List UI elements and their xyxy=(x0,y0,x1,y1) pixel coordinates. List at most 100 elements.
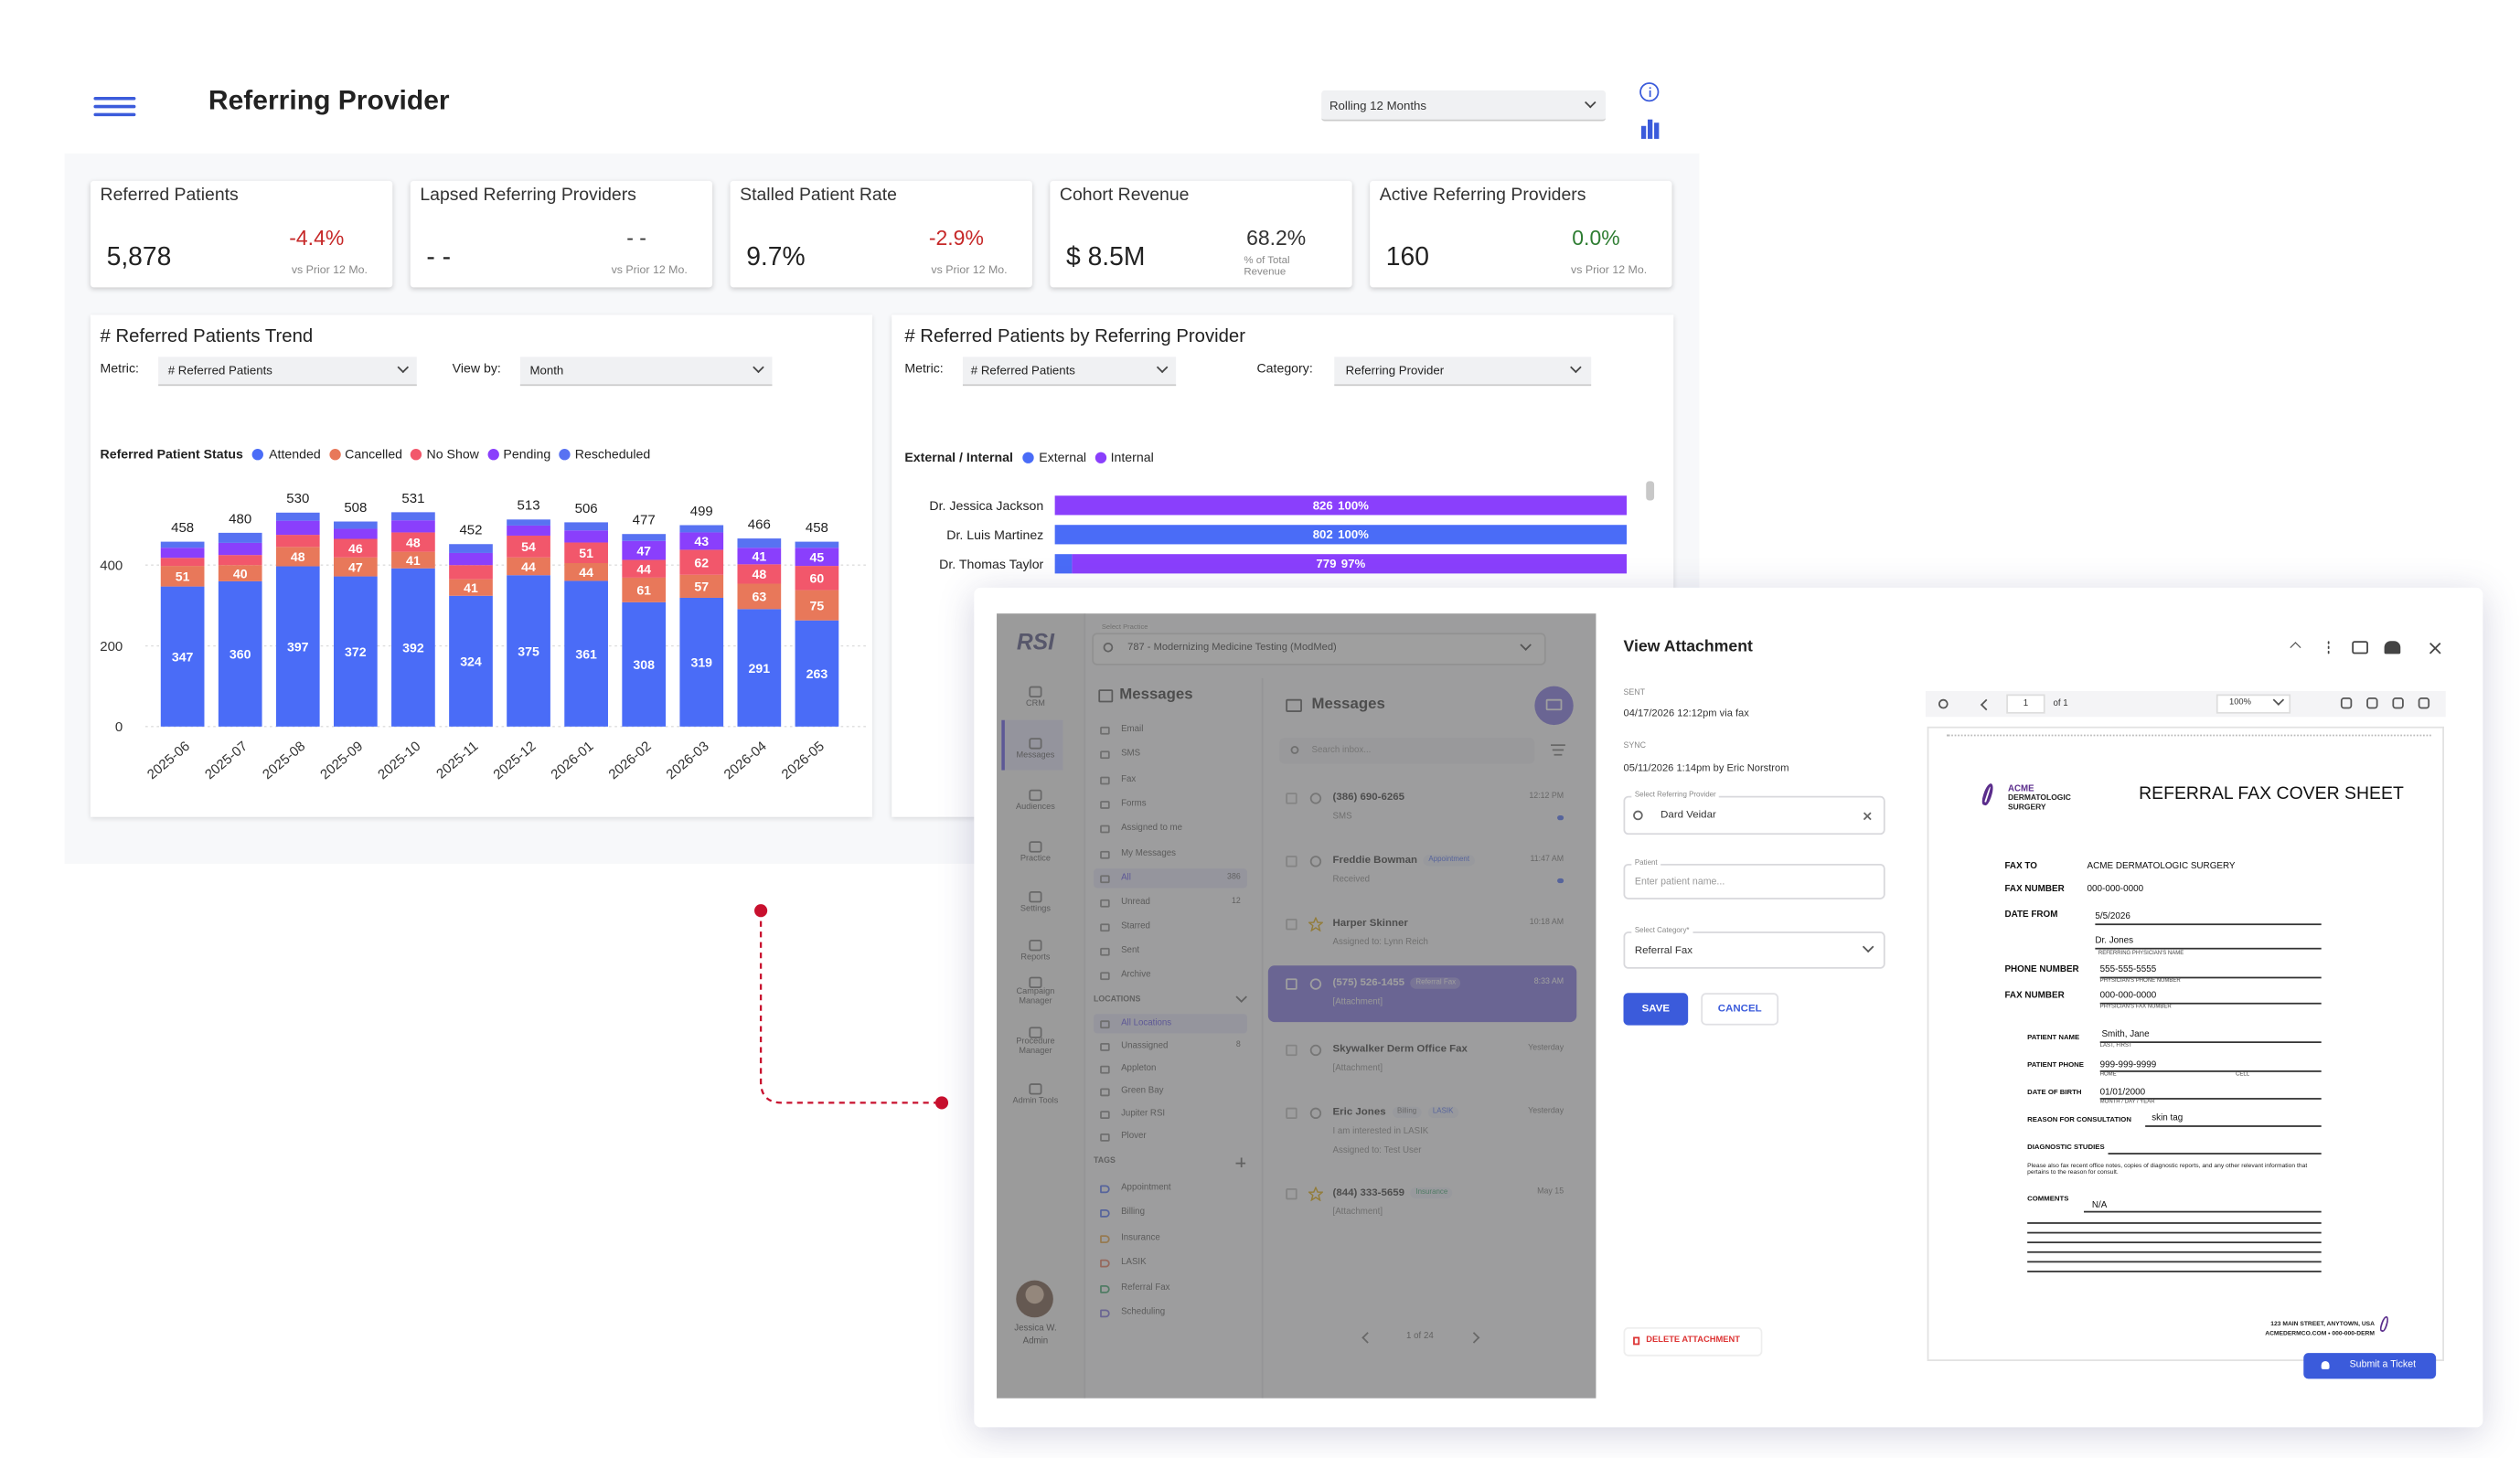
underline xyxy=(2027,1222,2322,1224)
kpi-card xyxy=(730,180,1032,288)
field-value: 04/17/2026 12:12pm via fax xyxy=(1623,708,1749,719)
underline xyxy=(2099,1041,2322,1043)
underline xyxy=(2027,1241,2322,1243)
underline xyxy=(2027,1271,2322,1272)
legend-swatch xyxy=(486,448,499,460)
metric-dropdown[interactable] xyxy=(158,357,417,387)
fax-web: ACMEDERMCO.COM • 000-000-DERM xyxy=(2265,1330,2376,1337)
zoom-select[interactable] xyxy=(2216,694,2291,714)
underline xyxy=(2084,1210,2322,1213)
save-button[interactable] xyxy=(1623,993,1689,1026)
kpi-label: Stalled Patient Rate xyxy=(740,186,897,206)
menu-icon[interactable] xyxy=(93,112,136,117)
fax-address: 123 MAIN STREET, ANYTOWN, USA xyxy=(2270,1320,2376,1327)
fax-value: 555-555-5555 xyxy=(2099,965,2157,975)
kpi-value: 9.7% xyxy=(746,244,806,272)
ticket-icon xyxy=(2321,1360,2330,1369)
fax-value: 5/5/2026 xyxy=(2095,911,2130,922)
zoom-icon[interactable] xyxy=(1938,698,1949,709)
chart-icon[interactable] xyxy=(1640,125,1646,139)
fax-title: REFERRAL FAX COVER SHEET xyxy=(2139,784,2404,804)
fax-value: 01/01/2000 xyxy=(2099,1088,2146,1098)
category-label: Category: xyxy=(1256,360,1313,376)
underline xyxy=(2099,1002,2322,1005)
ticket-label: Submit a Ticket xyxy=(2349,1360,2417,1371)
menu-icon[interactable] xyxy=(93,104,136,110)
legend-swatch xyxy=(1094,451,1106,463)
menu-icon[interactable] xyxy=(93,96,136,101)
scrollbar[interactable] xyxy=(1646,481,1655,501)
fax-label: COMMENTS xyxy=(2027,1194,2069,1203)
field-label: Select Category* xyxy=(1631,926,1693,936)
fax-caption: PHYSICIAN'S PHONE NUMBER xyxy=(2099,976,2181,984)
legend-label: External xyxy=(1039,449,1087,464)
cancel-button[interactable] xyxy=(1701,993,1779,1026)
legend-title: External / Internal xyxy=(904,449,1013,464)
period-value: Rolling 12 Months xyxy=(1329,98,1427,113)
more-icon[interactable] xyxy=(2326,651,2330,654)
field-caption: SYNC xyxy=(1623,741,1647,751)
fax-label: DATE OF BIRTH xyxy=(2027,1087,2082,1096)
kpi-note: vs Prior 12 Mo. xyxy=(291,264,368,277)
fax-value: 999-999-9999 xyxy=(2099,1060,2157,1070)
kpi-label: Referred Patients xyxy=(100,186,239,206)
page-number: 1 xyxy=(2023,698,2029,709)
chart-icon[interactable] xyxy=(1654,122,1659,139)
fax-value: Dr. Jones xyxy=(2095,936,2134,946)
period-dropdown[interactable] xyxy=(1321,90,1607,122)
patient-field[interactable] xyxy=(1623,863,1885,899)
legend-label: Internal xyxy=(1110,449,1154,464)
metric-label: Metric: xyxy=(100,360,139,376)
metric-dropdown[interactable] xyxy=(962,357,1177,387)
legend-title: Referred Patient Status xyxy=(100,446,243,462)
kpi-note: vs Prior 12 Mo. xyxy=(611,264,688,277)
toolbar-icon[interactable] xyxy=(2340,697,2353,709)
underline xyxy=(2099,976,2322,979)
fax-caption: LAST, FIRST xyxy=(2099,1041,2132,1048)
toolbar-icon[interactable] xyxy=(2418,697,2430,709)
category-value: Referral Fax xyxy=(1634,945,1693,957)
connector xyxy=(759,910,942,1104)
more-icon[interactable] xyxy=(2326,646,2330,649)
fax-note: Please also fax recent office notes, cop… xyxy=(2027,1162,2308,1176)
underline xyxy=(2095,923,2322,925)
info-icon[interactable] xyxy=(1639,82,1660,102)
toolbar-icon[interactable] xyxy=(2392,697,2404,709)
more-icon[interactable] xyxy=(2326,641,2330,644)
save-label: SAVE xyxy=(1641,1003,1671,1015)
page-input[interactable] xyxy=(2006,694,2045,714)
underline xyxy=(2095,947,2322,950)
patient-placeholder: Enter patient name... xyxy=(1634,878,1725,888)
chart-icon[interactable] xyxy=(1648,119,1652,139)
connector-dot xyxy=(754,904,768,918)
download-icon[interactable] xyxy=(2384,641,2401,655)
underline xyxy=(2099,1070,2322,1072)
fax-value: Smith, Jane xyxy=(2101,1029,2150,1040)
provider-field[interactable] xyxy=(1623,795,1885,835)
provider-value: Dard Veidar xyxy=(1660,809,1716,822)
fax-caption: MONTH / DAY / YEAR xyxy=(2099,1098,2155,1105)
chart-title: # Referred Patients by Referring Provide… xyxy=(904,326,1245,347)
fax-value: 000-000-0000 xyxy=(2099,991,2157,1001)
chart-title: # Referred Patients Trend xyxy=(100,326,314,347)
kpi-change: -4.4% xyxy=(289,226,345,250)
legend-label: Rescheduled xyxy=(574,446,651,462)
category-value: Referring Provider xyxy=(1345,363,1445,378)
underline xyxy=(2027,1250,2322,1253)
delete-button[interactable] xyxy=(1623,1326,1763,1357)
fax-label: PATIENT NAME xyxy=(2027,1032,2080,1041)
underline xyxy=(2027,1231,2322,1234)
info-icon-stem xyxy=(1648,90,1651,97)
field-caption: SENT xyxy=(1623,687,1646,698)
view-dropdown[interactable] xyxy=(519,357,773,387)
toolbar-icon[interactable] xyxy=(2366,697,2378,709)
print-icon[interactable] xyxy=(2352,641,2368,655)
category-field[interactable] xyxy=(1623,931,1885,969)
kpi-value: - - xyxy=(426,244,452,272)
connector-dot xyxy=(934,1096,949,1110)
metric-value: # Referred Patients xyxy=(167,363,272,378)
category-dropdown[interactable] xyxy=(1334,357,1592,387)
kpi-card xyxy=(1370,180,1672,288)
fax-label: FAX NUMBER xyxy=(2004,884,2065,895)
